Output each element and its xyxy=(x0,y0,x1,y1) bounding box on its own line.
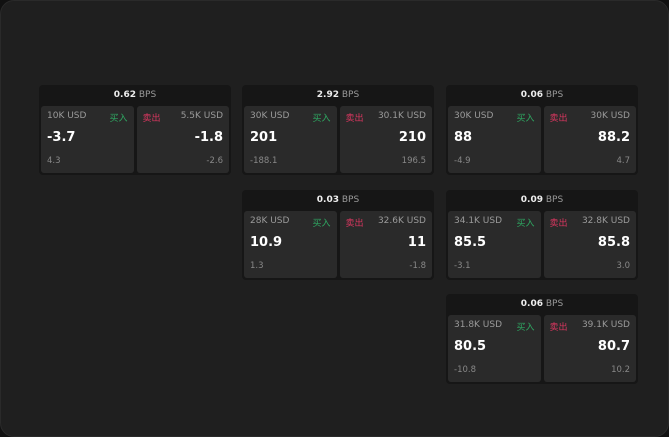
quote-card: 2.92 BPS 30K USD 买入 201 -188.1 卖出 30.1K US… xyxy=(242,85,434,175)
sell-change: 3.0 xyxy=(616,261,630,271)
buy-size: 30K USD xyxy=(250,111,290,121)
spread-unit: BPS xyxy=(341,90,360,100)
sell-change: 4.7 xyxy=(616,156,630,166)
buy-price: -3.7 xyxy=(47,130,76,145)
sell-box[interactable]: 卖出 30K USD 88.2 4.7 xyxy=(543,106,636,173)
buy-change: 4.3 xyxy=(47,156,61,166)
buy-price: 10.9 xyxy=(250,235,283,250)
buy-label: 买入 xyxy=(516,219,535,229)
sell-change: -1.8 xyxy=(409,261,426,271)
spread-value: 0.06 xyxy=(520,299,543,309)
buy-size: 30K USD xyxy=(454,111,494,121)
buy-box[interactable]: 34.1K USD 买入 85.5 -3.1 xyxy=(448,211,541,278)
spread-value: 0.03 xyxy=(316,195,339,205)
spread-value: 2.92 xyxy=(316,90,339,100)
sell-label: 卖出 xyxy=(142,114,161,124)
buy-size: 34.1K USD xyxy=(454,216,503,226)
buy-label: 买入 xyxy=(109,114,128,124)
sell-box[interactable]: 卖出 5.5K USD -1.8 -2.6 xyxy=(136,106,229,173)
buy-label: 买入 xyxy=(516,114,535,124)
quote-card: 0.62 BPS 10K USD 买入 -3.7 4.3 卖出 5.5K USD -… xyxy=(39,85,231,175)
buy-size: 31.8K USD xyxy=(454,320,503,330)
spread-unit: BPS xyxy=(545,299,564,309)
sell-label: 卖出 xyxy=(549,219,568,229)
spread-header: 0.09 BPS xyxy=(446,190,638,211)
sell-label: 卖出 xyxy=(549,114,568,124)
buy-price: 85.5 xyxy=(454,235,487,250)
quote-card: 0.09 BPS 34.1K USD 买入 85.5 -3.1 卖出 32.8K U… xyxy=(446,190,638,280)
buy-box[interactable]: 10K USD 买入 -3.7 4.3 xyxy=(41,106,134,173)
sell-box[interactable]: 卖出 39.1K USD 80.7 10.2 xyxy=(543,315,636,382)
spread-header: 0.03 BPS xyxy=(242,190,434,211)
sell-box[interactable]: 卖出 30.1K USD 210 196.5 xyxy=(339,106,432,173)
sell-size: 32.6K USD xyxy=(377,216,426,226)
quote-card: 0.06 BPS 30K USD 买入 88 -4.9 卖出 30K USD 88.… xyxy=(446,85,638,175)
sell-price: -1.8 xyxy=(194,130,223,145)
spread-unit: BPS xyxy=(341,195,360,205)
sell-size: 30K USD xyxy=(590,111,630,121)
spread-header: 2.92 BPS xyxy=(242,85,434,106)
sell-price: 85.8 xyxy=(597,235,630,250)
spread-value: 0.06 xyxy=(520,90,543,100)
sell-box[interactable]: 卖出 32.8K USD 85.8 3.0 xyxy=(543,211,636,278)
buy-price: 88 xyxy=(454,130,473,145)
buy-box[interactable]: 28K USD 买入 10.9 1.3 xyxy=(244,211,337,278)
spread-header: 0.06 BPS xyxy=(446,294,638,315)
buy-box[interactable]: 30K USD 买入 201 -188.1 xyxy=(244,106,337,173)
buy-price: 80.5 xyxy=(454,339,487,354)
spread-header: 0.06 BPS xyxy=(446,85,638,106)
sell-label: 卖出 xyxy=(345,219,364,229)
sell-box[interactable]: 卖出 32.6K USD 11 -1.8 xyxy=(339,211,432,278)
quote-card: 0.03 BPS 28K USD 买入 10.9 1.3 卖出 32.6K USD … xyxy=(242,190,434,280)
sell-price: 80.7 xyxy=(597,339,630,354)
sell-change: 10.2 xyxy=(611,365,630,375)
sell-label: 卖出 xyxy=(345,114,364,124)
sell-label: 卖出 xyxy=(549,323,568,333)
spread-unit: BPS xyxy=(138,90,157,100)
quote-card: 0.06 BPS 31.8K USD 买入 80.5 -10.8 卖出 39.1K … xyxy=(446,294,638,384)
sell-price: 88.2 xyxy=(597,130,630,145)
buy-change: -3.1 xyxy=(454,261,471,271)
buy-box[interactable]: 30K USD 买入 88 -4.9 xyxy=(448,106,541,173)
sell-size: 32.8K USD xyxy=(581,216,630,226)
buy-price: 201 xyxy=(250,130,278,145)
buy-change: -10.8 xyxy=(454,365,476,375)
buy-label: 买入 xyxy=(516,323,535,333)
sell-size: 39.1K USD xyxy=(581,320,630,330)
buy-size: 10K USD xyxy=(47,111,87,121)
sell-price: 210 xyxy=(398,130,426,145)
buy-change: 1.3 xyxy=(250,261,264,271)
spread-value: 0.62 xyxy=(113,90,136,100)
buy-size: 28K USD xyxy=(250,216,290,226)
spread-unit: BPS xyxy=(545,195,564,205)
buy-change: -188.1 xyxy=(250,156,278,166)
spread-header: 0.62 BPS xyxy=(39,85,231,106)
sell-change: -2.6 xyxy=(206,156,223,166)
spread-value: 0.09 xyxy=(520,195,543,205)
buy-box[interactable]: 31.8K USD 买入 80.5 -10.8 xyxy=(448,315,541,382)
sell-price: 11 xyxy=(407,235,426,250)
sell-size: 5.5K USD xyxy=(180,111,223,121)
buy-label: 买入 xyxy=(312,219,331,229)
sell-change: 196.5 xyxy=(401,156,426,166)
buy-label: 买入 xyxy=(312,114,331,124)
spread-unit: BPS xyxy=(545,90,564,100)
sell-size: 30.1K USD xyxy=(377,111,426,121)
buy-change: -4.9 xyxy=(454,156,471,166)
